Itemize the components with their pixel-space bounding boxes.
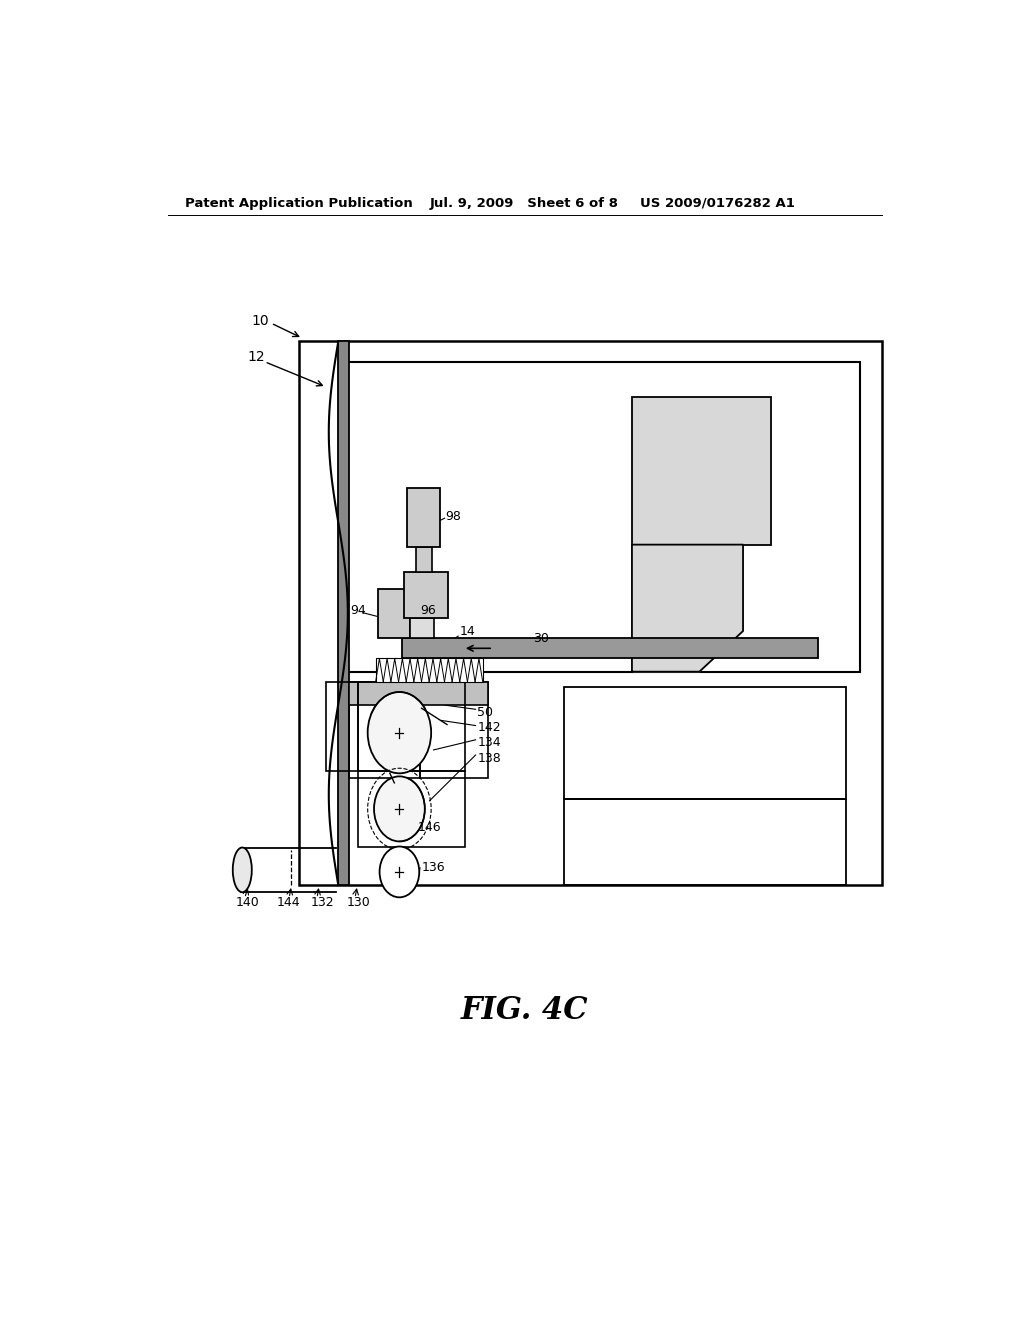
Bar [404,572,447,618]
Text: Jul. 9, 2009   Sheet 6 of 8: Jul. 9, 2009 Sheet 6 of 8 [430,197,618,210]
Bar [564,686,846,799]
Text: 134: 134 [477,737,501,750]
Circle shape [374,776,425,841]
Text: 138: 138 [477,751,501,764]
Text: US 2009/0176282 A1: US 2009/0176282 A1 [640,197,795,210]
Bar [416,546,432,572]
Text: 94: 94 [350,605,366,618]
Text: 144: 144 [276,896,300,909]
Bar [376,659,482,682]
Text: 12: 12 [247,350,264,363]
Bar [564,799,846,886]
Bar [401,638,818,659]
Text: 30: 30 [532,632,549,644]
Bar [407,487,440,546]
Text: 132: 132 [310,896,334,909]
Text: 10: 10 [251,314,268,329]
Text: 96: 96 [420,605,436,618]
Text: FIG. 4C: FIG. 4C [461,995,589,1026]
Text: 130: 130 [346,896,370,909]
Polygon shape [632,545,743,672]
Bar [348,682,487,705]
Text: 140: 140 [236,896,260,909]
Text: Patent Application Publication: Patent Application Publication [185,197,413,210]
Text: 146: 146 [418,821,441,834]
Circle shape [368,692,431,774]
Text: 14: 14 [460,624,475,638]
Bar [358,682,465,771]
Bar [358,771,465,846]
Bar [348,682,420,779]
Bar [299,342,882,886]
Ellipse shape [232,847,252,892]
Bar [410,618,433,638]
Text: 142: 142 [477,721,501,734]
Bar [327,682,358,771]
Text: 98: 98 [445,510,462,523]
Bar [338,342,349,886]
Bar [632,397,771,545]
Text: 136: 136 [422,862,445,874]
Bar [378,589,410,638]
Text: 50: 50 [477,706,494,719]
Bar [420,682,487,779]
Bar [341,362,860,672]
Circle shape [380,846,419,898]
